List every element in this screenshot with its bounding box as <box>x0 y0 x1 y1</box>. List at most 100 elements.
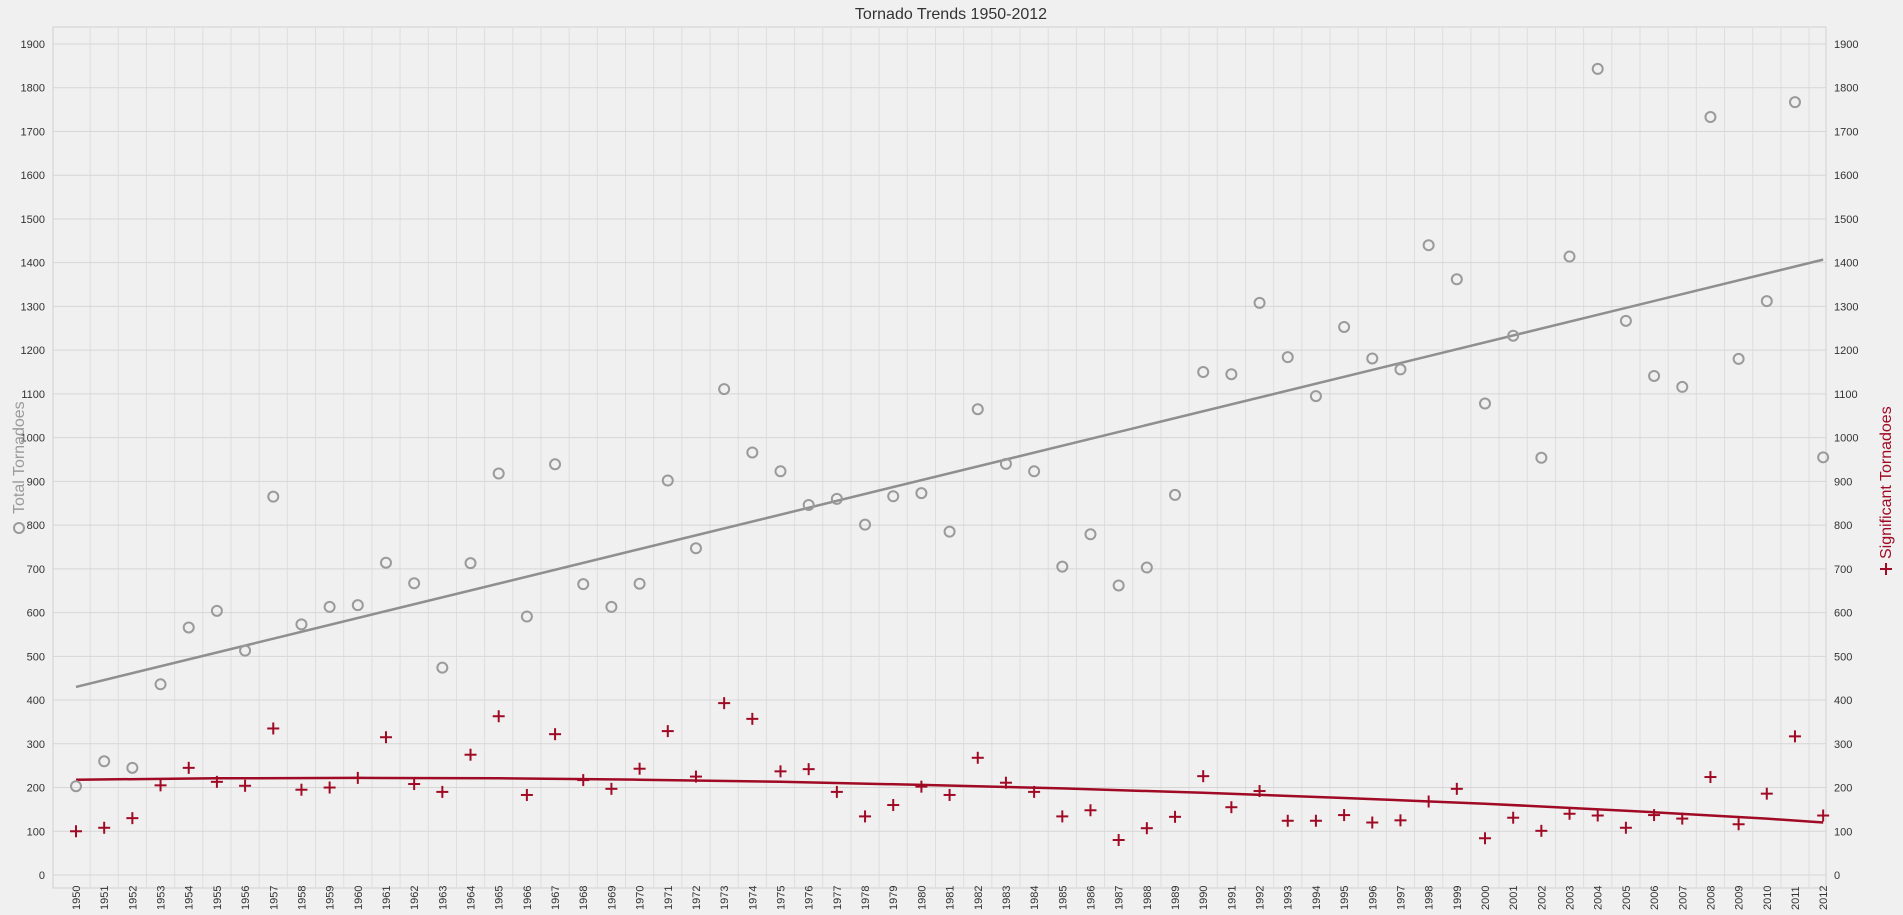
x-axis-ticks: 1950 1951 1952 1953 1954 1955 1956 1957 1958 1959… <box>71 886 1830 910</box>
significant-tornadoes-point <box>1760 787 1773 800</box>
significant-tornadoes-point <box>1591 809 1604 822</box>
total-tornadoes-point <box>971 403 984 416</box>
x-tick-label: 1973 <box>719 886 731 910</box>
total-tornadoes-point <box>887 490 900 503</box>
significant-tornadoes-point <box>379 731 392 744</box>
right-tick-label: 100 <box>1834 826 1852 838</box>
total-tornadoes-point <box>1479 397 1491 410</box>
significant-tornadoes-point <box>999 776 1012 789</box>
significant-tornadoes-point <box>1619 821 1632 834</box>
total-tornadoes-point <box>689 542 702 555</box>
total-tornadoes-point <box>1169 488 1182 501</box>
left-tick-label: 1300 <box>21 301 45 313</box>
total-tornadoes-point <box>1760 295 1773 308</box>
left-tick-label: 300 <box>27 739 45 751</box>
total-tornadoes-point <box>1028 465 1041 478</box>
significant-tornadoes-point <box>1535 824 1548 837</box>
significant-tornadoes-point <box>1479 832 1491 845</box>
total-tornadoes-trendline <box>75 258 1824 689</box>
right-tick-label: 1700 <box>1834 126 1858 138</box>
significant-tornadoes-point <box>1112 834 1125 847</box>
right-tick-label: 1500 <box>1834 214 1858 226</box>
x-tick-label: 1993 <box>1283 886 1295 910</box>
left-tick-label: 1200 <box>21 345 45 357</box>
x-tick-label: 1962 <box>409 886 421 910</box>
x-tick-label: 1953 <box>156 886 168 910</box>
significant-tornadoes-point <box>436 785 449 798</box>
left-tick-label: 900 <box>27 476 45 488</box>
x-tick-label: 1991 <box>1226 886 1238 910</box>
significant-tornadoes-point <box>323 781 336 794</box>
total-tornadoes-point <box>1732 352 1745 365</box>
x-tick-label: 1983 <box>1001 886 1013 910</box>
significant-tornadoes-point <box>182 761 195 774</box>
total-tornadoes-point <box>1563 250 1576 263</box>
left-tick-label: 800 <box>27 520 45 532</box>
significant-tornadoes-point <box>549 728 562 741</box>
x-tick-label: 1959 <box>325 886 337 910</box>
x-tick-label: 1988 <box>1142 886 1154 910</box>
significant-tornadoes-point <box>661 725 674 738</box>
x-tick-label: 2012 <box>1818 886 1830 910</box>
x-tick-label: 1996 <box>1367 886 1379 910</box>
x-tick-label: 1978 <box>860 886 872 910</box>
right-axis-title: Significant Tornadoes <box>1878 406 1895 559</box>
right-tick-label: 700 <box>1834 564 1852 576</box>
left-tick-label: 1400 <box>21 258 45 270</box>
left-tick-label: 0 <box>39 870 45 882</box>
x-tick-label: 1987 <box>1114 886 1126 910</box>
significant-tornadoes-point <box>492 710 505 723</box>
significant-tornadoes-trendline <box>75 776 1824 824</box>
right-tick-label: 1300 <box>1834 301 1858 313</box>
significant-tornadoes-point <box>1507 811 1520 824</box>
significant-tornadoes-point <box>1169 810 1182 823</box>
total-tornadoes-point <box>1309 390 1322 403</box>
right-tick-label: 300 <box>1834 739 1852 751</box>
x-tick-label: 1985 <box>1057 886 1069 910</box>
x-tick-label: 1986 <box>1085 886 1097 910</box>
right-tick-label: 500 <box>1834 651 1852 663</box>
total-tornadoes-point <box>915 487 928 500</box>
x-tick-label: 1984 <box>1029 886 1041 910</box>
x-tick-label: 2010 <box>1762 886 1774 910</box>
x-tick-label: 1963 <box>437 886 449 910</box>
significant-tornadoes-point <box>1338 809 1351 822</box>
x-tick-label: 1981 <box>945 886 957 910</box>
significant-tornadoes-point <box>915 780 928 793</box>
significant-tornadoes-point <box>1817 809 1830 822</box>
x-tick-label: 2005 <box>1621 886 1633 910</box>
significant-tornadoes-point <box>1676 812 1689 825</box>
total-tornadoes-point <box>999 457 1012 470</box>
left-tick-label: 1100 <box>21 389 45 401</box>
x-tick-label: 1967 <box>550 886 562 910</box>
x-tick-label: 1972 <box>691 886 703 910</box>
x-tick-label: 1965 <box>494 886 506 910</box>
total-tornadoes-point <box>1366 352 1379 365</box>
x-tick-label: 1954 <box>184 886 196 910</box>
right-tick-label: 800 <box>1834 520 1852 532</box>
total-tornadoes-point <box>1112 579 1125 592</box>
left-tick-label: 1700 <box>21 126 45 138</box>
x-tick-label: 1950 <box>71 886 83 910</box>
significant-tornadoes-point <box>605 782 618 795</box>
significant-tornadoes-point <box>295 783 308 796</box>
chart-title: Tornado Trends 1950-2012 <box>855 6 1047 23</box>
x-tick-label: 1956 <box>240 886 252 910</box>
significant-tornadoes-point <box>1563 807 1576 820</box>
significant-tornadoes-point <box>1253 785 1266 798</box>
left-axis-circle-icon <box>13 522 25 534</box>
x-tick-label: 2008 <box>1705 886 1717 910</box>
significant-tornadoes-point <box>1140 822 1153 835</box>
total-tornadoes-point <box>718 383 731 396</box>
x-tick-label: 1975 <box>776 886 788 910</box>
left-axis-title: Total Tornadoes <box>11 401 28 514</box>
significant-tornadoes-point <box>1422 795 1435 808</box>
significant-tornadoes-point <box>1197 770 1210 783</box>
total-tornadoes-point <box>1338 320 1351 333</box>
significant-tornadoes-point <box>689 770 702 783</box>
left-tick-label: 1800 <box>21 83 45 95</box>
total-tornadoes-point <box>154 678 167 691</box>
x-tick-label: 1997 <box>1395 886 1407 910</box>
total-tornadoes-point <box>1676 380 1689 393</box>
